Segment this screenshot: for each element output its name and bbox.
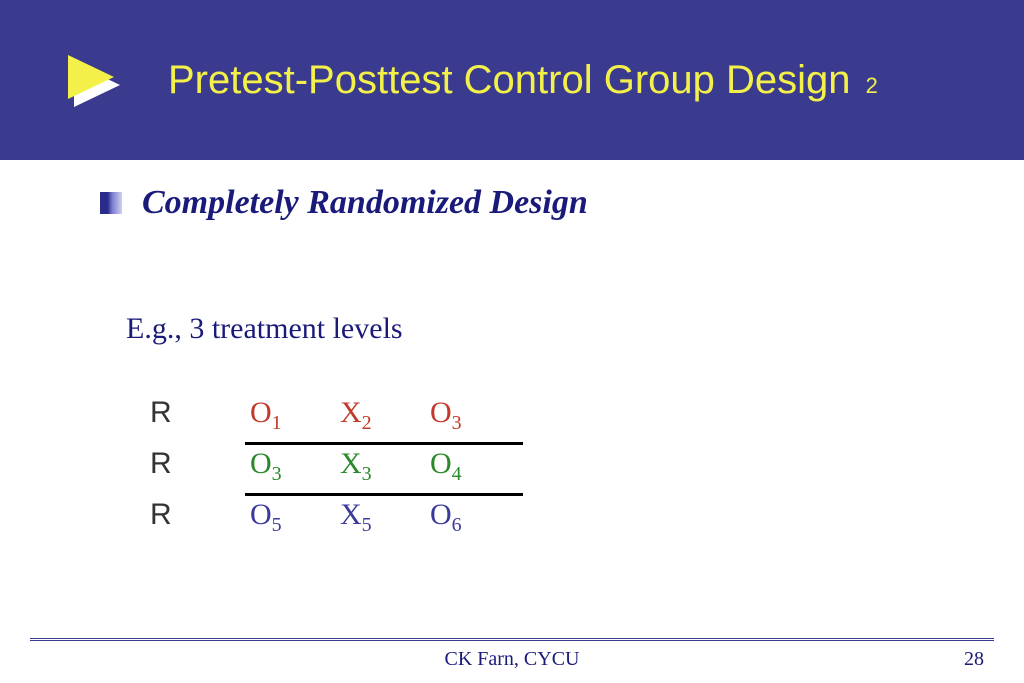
row-label: R [150,498,250,532]
cell-o-post: O3 [430,396,520,435]
triangle-main-icon [68,55,114,99]
cell-o-pre: O3 [250,447,340,486]
row-divider [245,493,523,496]
cell-x: X3 [340,447,430,486]
cell-o-post: O6 [430,498,520,537]
row-label: R [150,396,250,430]
footer-divider [30,638,994,641]
table-row: R O1 X2 O3 [150,396,1024,440]
title-suffix: 2 [866,73,878,98]
slide-title: Pretest-Posttest Control Group Design 2 [168,58,878,103]
cell-o-pre: O1 [250,396,340,435]
title-main-text: Pretest-Posttest Control Group Design [168,58,851,102]
table-row: R O5 X5 O6 [150,498,1024,542]
cell-x: X5 [340,498,430,537]
cell-x: X2 [340,396,430,435]
bullet-square-icon [100,192,122,214]
footer-center: CK Farn, CYCU [444,648,579,671]
bullet-row: Completely Randomized Design [100,184,1024,222]
cell-o-post: O4 [430,447,520,486]
table-row: R O3 X3 O4 [150,447,1024,491]
design-table: R O1 X2 O3 R O3 X3 O4 R O5 X5 O6 [150,396,1024,542]
footer-page-number: 28 [964,648,984,671]
row-label: R [150,447,250,481]
content-subheading: E.g., 3 treatment levels [126,312,1024,346]
content-heading: Completely Randomized Design [142,184,588,222]
header-triangle-icon [68,55,128,105]
slide-content: Completely Randomized Design E.g., 3 tre… [0,160,1024,542]
cell-o-pre: O5 [250,498,340,537]
slide-header: Pretest-Posttest Control Group Design 2 [0,0,1024,160]
row-divider [245,442,523,445]
slide-footer: CK Farn, CYCU 28 [0,648,1024,671]
